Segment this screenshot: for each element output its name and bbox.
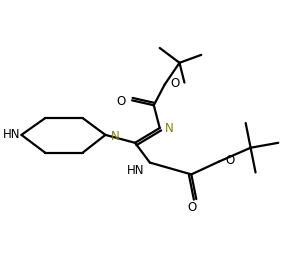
Text: O: O: [225, 154, 234, 167]
Text: O: O: [171, 77, 180, 90]
Text: HN: HN: [3, 129, 20, 141]
Text: N: N: [165, 122, 173, 135]
Text: HN: HN: [126, 164, 144, 177]
Text: N: N: [111, 130, 120, 143]
Text: O: O: [116, 95, 125, 108]
Text: O: O: [188, 200, 197, 214]
